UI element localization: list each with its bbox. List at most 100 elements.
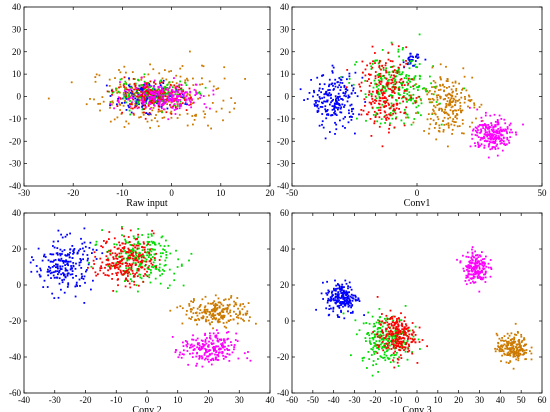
data-point (115, 89, 118, 92)
data-point (457, 109, 460, 111)
data-point (150, 96, 153, 99)
data-point (492, 141, 494, 144)
data-point (346, 293, 349, 295)
data-point (406, 327, 409, 330)
data-point (171, 81, 174, 83)
data-point (130, 251, 132, 254)
data-point (352, 83, 355, 86)
data-point (221, 346, 224, 349)
data-point (180, 92, 183, 95)
data-point (50, 253, 53, 256)
data-point (417, 338, 420, 341)
data-point (219, 313, 222, 315)
data-point (392, 319, 395, 322)
data-point (483, 146, 486, 149)
data-point (375, 114, 377, 116)
data-point (202, 95, 205, 97)
data-point (147, 85, 150, 88)
data-point (153, 88, 156, 91)
data-point (137, 242, 140, 245)
data-point (177, 258, 180, 261)
data-point (371, 98, 374, 100)
y-tick-label: 20 (12, 47, 22, 57)
data-point (476, 254, 479, 256)
data-point (359, 85, 361, 88)
data-point (334, 121, 336, 124)
data-point (502, 350, 505, 353)
data-point (505, 344, 508, 347)
data-point (508, 124, 511, 127)
data-point (75, 275, 77, 277)
data-point (344, 304, 346, 307)
data-point (226, 331, 228, 334)
data-point (134, 246, 136, 249)
y-tick-label: -30 (9, 159, 21, 169)
data-point (244, 78, 246, 80)
data-point (104, 266, 106, 269)
data-point (478, 106, 481, 108)
data-point (391, 316, 393, 318)
data-point (383, 92, 386, 95)
data-point (216, 320, 219, 323)
data-point (343, 106, 345, 108)
data-point (332, 297, 335, 300)
data-point (101, 229, 103, 231)
data-point (347, 297, 349, 300)
data-point (450, 94, 452, 97)
data-point (136, 247, 139, 250)
data-point (374, 99, 377, 101)
data-point (163, 270, 166, 272)
data-point (496, 130, 499, 133)
data-point (496, 129, 498, 132)
data-point (471, 121, 474, 124)
data-point (178, 105, 181, 107)
data-point (169, 95, 171, 97)
data-point (181, 93, 184, 96)
data-point (119, 260, 121, 263)
data-point (393, 315, 396, 318)
data-point (191, 115, 194, 117)
data-point (381, 329, 383, 332)
data-point (195, 364, 198, 367)
data-point (498, 350, 501, 353)
data-point (161, 107, 163, 110)
data-point (133, 83, 136, 86)
data-point (445, 65, 447, 68)
data-point (246, 310, 249, 313)
data-point (492, 134, 494, 137)
data-point (154, 243, 157, 246)
data-point (388, 131, 390, 134)
data-point (468, 279, 470, 282)
data-point (67, 282, 70, 285)
data-point (404, 333, 407, 336)
data-point (423, 87, 425, 89)
data-point (379, 327, 382, 330)
data-point (449, 101, 451, 103)
data-point (407, 62, 410, 64)
data-point (402, 61, 405, 64)
data-point (474, 270, 477, 273)
data-point (337, 92, 340, 95)
data-point (513, 350, 515, 353)
data-point (146, 254, 148, 257)
data-point (138, 255, 141, 258)
data-point (61, 265, 64, 268)
data-point (153, 265, 156, 268)
data-point (132, 262, 135, 264)
data-point (171, 95, 173, 97)
data-point (332, 89, 335, 91)
y-tick-label: 20 (280, 280, 290, 290)
data-point (116, 116, 119, 119)
data-point (378, 321, 380, 324)
data-point (393, 108, 395, 110)
data-point (146, 270, 148, 273)
data-point (530, 358, 533, 361)
data-point (384, 87, 386, 90)
data-point (128, 78, 131, 81)
data-point (308, 92, 311, 94)
data-point (330, 101, 332, 104)
data-point (488, 140, 491, 143)
data-point (106, 263, 109, 266)
data-point (344, 279, 347, 282)
data-point (140, 266, 143, 269)
